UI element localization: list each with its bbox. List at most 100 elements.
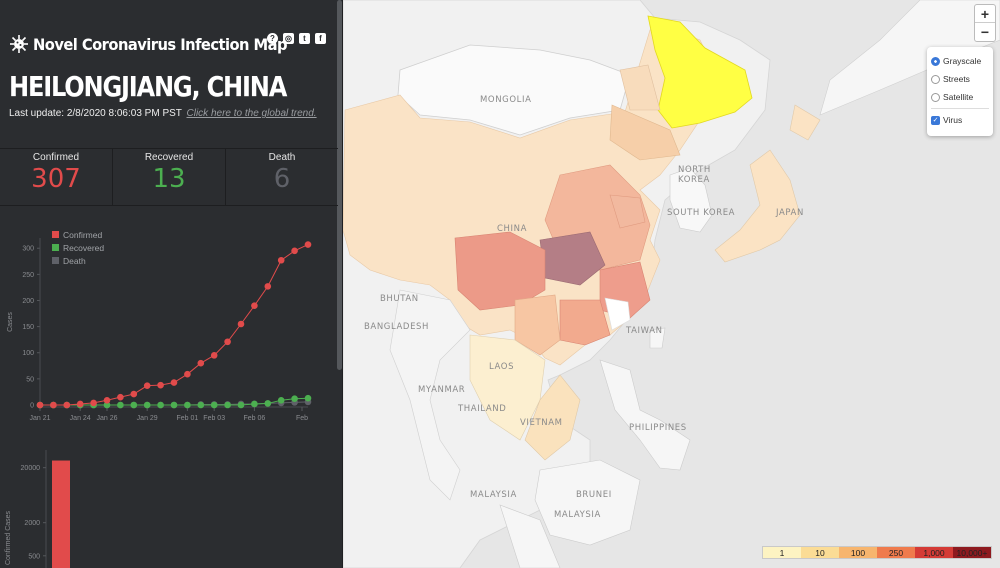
point-confirmed-15 xyxy=(237,320,245,328)
point-confirmed-7 xyxy=(130,390,138,398)
y-tick-label-2: 100 xyxy=(22,350,34,357)
global-trend-link[interactable]: Click here to the global trend. xyxy=(186,108,317,119)
point-confirmed-14 xyxy=(224,338,231,346)
facebook-icon[interactable]: f xyxy=(315,33,326,44)
map-label-malaysia: MALAYSIA xyxy=(470,490,517,500)
scale-step-1: 10 xyxy=(801,547,839,558)
scale-step-4: 1,000 xyxy=(915,547,953,558)
point-recovered-11 xyxy=(184,401,191,409)
point-confirmed-5 xyxy=(103,396,111,404)
map-label-bhutan: BHUTAN xyxy=(380,294,419,304)
map-label-bangladesh: BANGLADESH xyxy=(364,322,430,332)
bar-y-axis-label: Confirmed Cases xyxy=(5,510,12,565)
point-recovered-17 xyxy=(264,400,272,407)
streets-radio[interactable] xyxy=(931,74,940,84)
point-recovered-15 xyxy=(237,401,245,409)
x-tick-label-0: Jan 21 xyxy=(29,415,50,422)
layer-option-virus[interactable]: ✓ Virus xyxy=(931,111,989,129)
satellite-label: Satellite xyxy=(943,92,974,102)
bar-0 xyxy=(52,460,70,568)
layer-option-grayscale[interactable]: Grayscale xyxy=(931,52,989,70)
panel-scrollbar[interactable] xyxy=(337,0,342,370)
region-title: HEILONGJIANG, CHINA xyxy=(9,70,287,103)
virus-checkbox[interactable]: ✓ xyxy=(931,115,940,125)
help-icon[interactable]: ? xyxy=(267,33,278,44)
point-recovered-8 xyxy=(143,401,151,409)
grayscale-radio[interactable] xyxy=(931,56,940,66)
social-links: ? ◎ t f xyxy=(267,33,326,44)
point-confirmed-17 xyxy=(264,283,272,290)
point-confirmed-3 xyxy=(76,400,84,408)
x-tick-label-4: Feb 01 xyxy=(177,415,199,422)
map-label-philippines: PHILIPPINES xyxy=(629,423,687,433)
point-confirmed-20 xyxy=(304,241,312,248)
y-tick-label-3: 150 xyxy=(22,324,34,331)
map-label-laos: LAOS xyxy=(489,362,515,372)
layer-option-satellite[interactable]: Satellite xyxy=(931,88,989,106)
point-confirmed-1 xyxy=(50,401,57,409)
app-title: Novel Coronavirus Infection Map xyxy=(33,34,288,54)
zoom-control: + − xyxy=(974,4,996,42)
legend-swatch-confirmed xyxy=(52,231,59,238)
map-label-north-korea: NORTH KOREA xyxy=(678,165,711,185)
point-recovered-14 xyxy=(224,401,231,409)
recovered-count: 13 xyxy=(152,164,186,194)
point-confirmed-10 xyxy=(170,379,178,386)
point-recovered-7 xyxy=(130,401,138,409)
y-axis-label: Cases xyxy=(7,312,14,332)
confirmed-label: Confirmed xyxy=(32,152,80,163)
legend-swatch-recovered xyxy=(52,244,59,251)
zoom-out-button[interactable]: − xyxy=(980,24,990,40)
y-tick-label-0: 0 xyxy=(30,403,34,410)
instagram-icon[interactable]: ◎ xyxy=(283,33,294,44)
map-label-vietnam: VIETNAM xyxy=(520,418,563,428)
point-confirmed-0 xyxy=(36,401,44,409)
point-confirmed-4 xyxy=(90,399,97,407)
point-recovered-6 xyxy=(117,401,124,409)
scale-step-5: 10,000+ xyxy=(953,547,991,558)
confirmed-bar-chart[interactable]: 500 2000 20000 Confirmed Cases xyxy=(0,450,338,568)
point-recovered-20 xyxy=(304,394,312,402)
satellite-radio[interactable] xyxy=(931,92,940,102)
grayscale-label: Grayscale xyxy=(943,56,982,66)
point-confirmed-19 xyxy=(291,247,298,255)
legend-swatch-death xyxy=(52,257,59,264)
point-recovered-5 xyxy=(103,401,111,409)
bar-y-tick-label-0: 500 xyxy=(28,553,40,560)
layer-option-streets[interactable]: Streets xyxy=(931,70,989,88)
stats-row: Confirmed 307 Recovered 13 Death 6 xyxy=(0,148,338,206)
map-label-taiwan: TAIWAN xyxy=(626,326,663,336)
stat-death: Death 6 xyxy=(226,149,338,205)
recovered-label: Recovered xyxy=(144,152,194,163)
scale-step-0: 1 xyxy=(763,547,801,558)
point-confirmed-6 xyxy=(117,393,124,401)
point-recovered-9 xyxy=(157,401,164,409)
legend-label-recovered: Recovered xyxy=(63,243,104,253)
point-recovered-16 xyxy=(251,400,258,408)
last-update: Last update: 2/8/2020 8:06:03 PM PST Cli… xyxy=(9,108,317,119)
death-label: Death xyxy=(268,152,296,163)
x-tick-label-6: Feb 06 xyxy=(244,415,266,422)
twitter-icon[interactable]: t xyxy=(299,33,310,44)
point-confirmed-13 xyxy=(210,352,218,359)
virus-logo-icon xyxy=(10,35,28,53)
stat-confirmed: Confirmed 307 xyxy=(0,149,113,205)
point-confirmed-2 xyxy=(63,401,71,409)
x-tick-label-5: Feb 03 xyxy=(203,415,225,422)
trend-line-chart[interactable]: 0 50 100 150 200 250 300 Cases Jan 21 Jan 24 Jan 2… xyxy=(0,214,338,444)
legend-label-confirmed: Confirmed xyxy=(63,230,102,240)
layer-control: Grayscale Streets Satellite ✓ Virus xyxy=(927,47,993,136)
layer-divider xyxy=(931,108,989,109)
point-recovered-18 xyxy=(277,396,285,404)
death-count: 6 xyxy=(273,164,291,194)
map-label-malaysia-east: MALAYSIA xyxy=(554,510,601,520)
point-confirmed-11 xyxy=(184,370,191,378)
zoom-in-button[interactable]: + xyxy=(975,5,995,23)
legend-label-death: Death xyxy=(63,256,86,266)
scale-step-3: 250 xyxy=(877,547,915,558)
virus-label: Virus xyxy=(943,115,963,125)
x-tick-label-3: Jan 29 xyxy=(137,415,158,422)
last-update-text: Last update: 2/8/2020 8:06:03 PM PST xyxy=(9,108,182,119)
point-confirmed-16 xyxy=(251,302,258,310)
y-tick-label-6: 300 xyxy=(22,246,34,253)
